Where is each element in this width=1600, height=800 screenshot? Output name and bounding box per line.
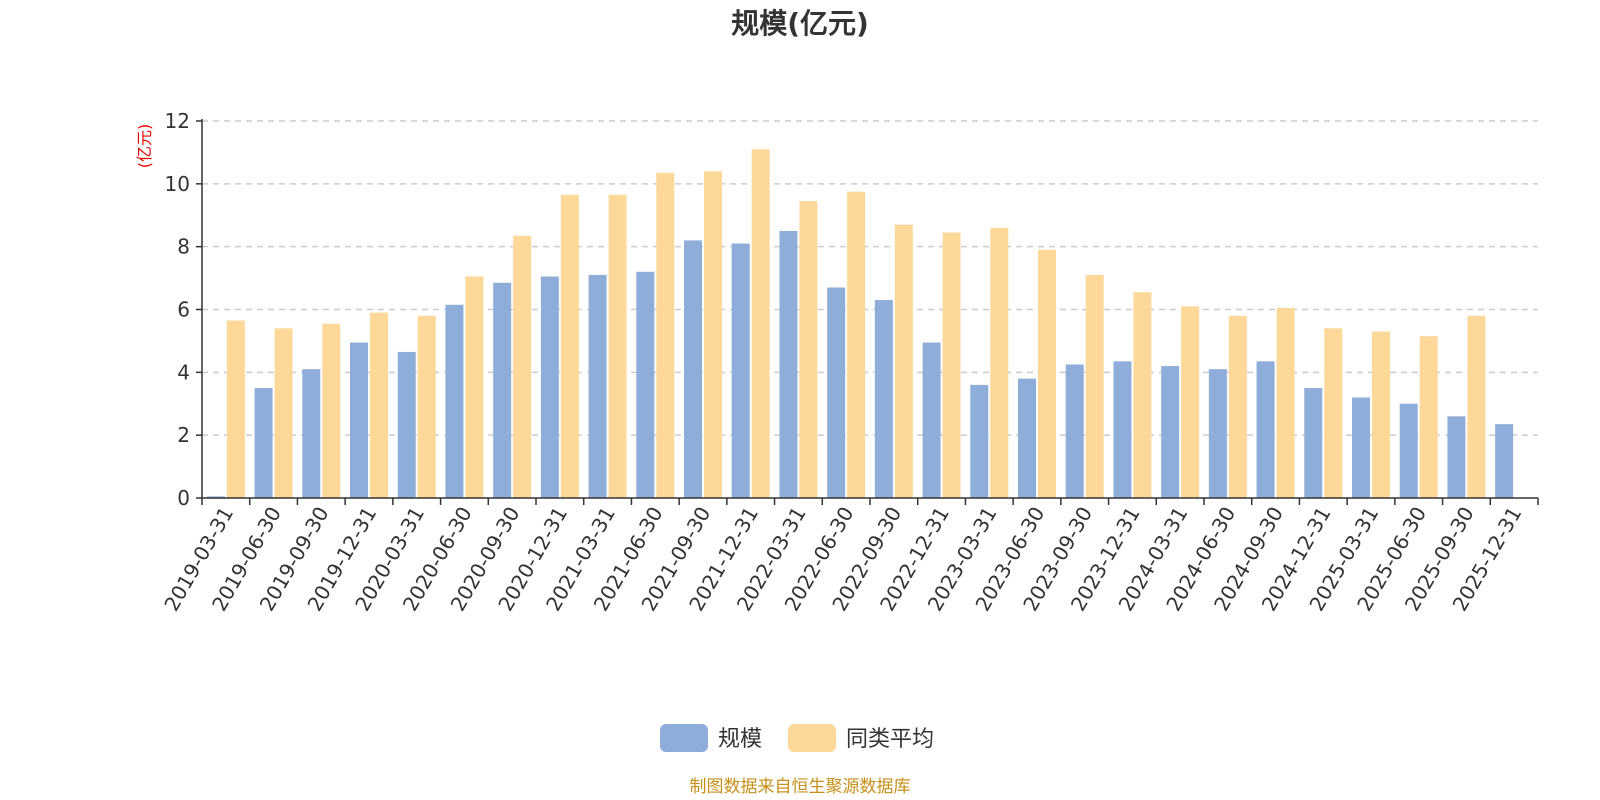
bar-scale[interactable] <box>350 342 368 498</box>
bar-peer-average[interactable] <box>465 276 484 498</box>
y-tick-label: 0 <box>177 486 190 510</box>
y-tick-label: 12 <box>165 109 190 133</box>
bar-peer-average[interactable] <box>1372 331 1390 498</box>
bar-scale[interactable] <box>1447 416 1466 498</box>
bar-peer-average[interactable] <box>1467 315 1486 498</box>
x-tick-labels: 2019-03-312019-06-302019-09-302019-12-31… <box>159 502 1526 615</box>
axes <box>196 119 1539 505</box>
bar-peer-average[interactable] <box>751 149 770 498</box>
bar-peer-average[interactable] <box>1038 249 1056 498</box>
bar-scale[interactable] <box>636 271 655 498</box>
legend-swatch[interactable] <box>660 724 708 752</box>
bar-scale[interactable] <box>779 230 798 499</box>
bar-peer-average[interactable] <box>417 315 436 498</box>
y-tick-label: 6 <box>177 298 190 322</box>
bar-peer-average[interactable] <box>1085 274 1104 498</box>
bar-peer-average[interactable] <box>1276 307 1295 498</box>
bar-peer-average[interactable] <box>274 328 293 498</box>
y-tick-label: 8 <box>177 235 190 259</box>
bars <box>206 149 1514 499</box>
bar-peer-average[interactable] <box>847 191 866 498</box>
legend-swatch[interactable] <box>788 724 836 752</box>
bar-scale[interactable] <box>254 388 273 498</box>
bar-scale[interactable] <box>1113 361 1132 498</box>
chart-title: 规模(亿元) <box>731 7 869 40</box>
bar-peer-average[interactable] <box>1133 292 1152 498</box>
bar-peer-average[interactable] <box>704 171 722 498</box>
bar-scale[interactable] <box>493 282 512 498</box>
y-tick-label: 4 <box>177 360 190 384</box>
bar-peer-average[interactable] <box>656 172 675 498</box>
legend[interactable]: 规模 同类平均 <box>660 724 934 752</box>
bar-peer-average[interactable] <box>560 194 579 498</box>
bar-scale[interactable] <box>1495 424 1514 498</box>
bar-peer-average[interactable] <box>990 227 1009 499</box>
bar-scale[interactable] <box>827 287 846 498</box>
bar-scale[interactable] <box>302 369 321 498</box>
bar-scale[interactable] <box>588 274 607 498</box>
bar-peer-average[interactable] <box>894 224 913 499</box>
bar-scale[interactable] <box>1304 388 1323 498</box>
bar-peer-average[interactable] <box>942 232 961 498</box>
bar-scale[interactable] <box>1065 364 1084 498</box>
bar-scale[interactable] <box>206 496 225 498</box>
bar-peer-average[interactable] <box>370 312 388 498</box>
bar-peer-average[interactable] <box>1419 336 1438 498</box>
bar-scale[interactable] <box>1208 369 1227 498</box>
y-tick-labels: 0 2 4 6 8 10 12 <box>165 109 190 510</box>
bar-scale[interactable] <box>1352 397 1370 498</box>
bar-scale[interactable] <box>397 351 416 498</box>
bar-scale[interactable] <box>731 243 750 498</box>
legend-label[interactable]: 同类平均 <box>846 727 934 752</box>
bar-scale[interactable] <box>1161 366 1180 498</box>
bar-scale[interactable] <box>540 276 559 498</box>
bar-peer-average[interactable] <box>513 235 532 498</box>
bar-scale[interactable] <box>1399 403 1418 498</box>
bar-peer-average[interactable] <box>226 320 245 498</box>
bar-peer-average[interactable] <box>608 194 627 498</box>
bar-peer-average[interactable] <box>1228 315 1247 498</box>
bar-peer-average[interactable] <box>1324 328 1343 498</box>
y-tick-label: 10 <box>165 172 190 196</box>
bar-peer-average[interactable] <box>322 323 341 498</box>
legend-label[interactable]: 规模 <box>718 727 762 752</box>
bar-scale[interactable] <box>922 342 941 498</box>
bar-peer-average[interactable] <box>1181 306 1200 498</box>
y-tick-label: 2 <box>177 423 190 447</box>
bar-scale[interactable] <box>1256 361 1275 498</box>
bar-scale[interactable] <box>970 384 989 498</box>
bar-scale[interactable] <box>684 240 702 498</box>
bar-scale[interactable] <box>1018 378 1036 498</box>
data-source-note: 制图数据来自恒生聚源数据库 <box>690 777 911 797</box>
bar-scale[interactable] <box>874 300 893 498</box>
bar-scale[interactable] <box>445 304 464 498</box>
bar-peer-average[interactable] <box>799 201 818 499</box>
y-axis-unit: (亿元) <box>135 124 154 169</box>
